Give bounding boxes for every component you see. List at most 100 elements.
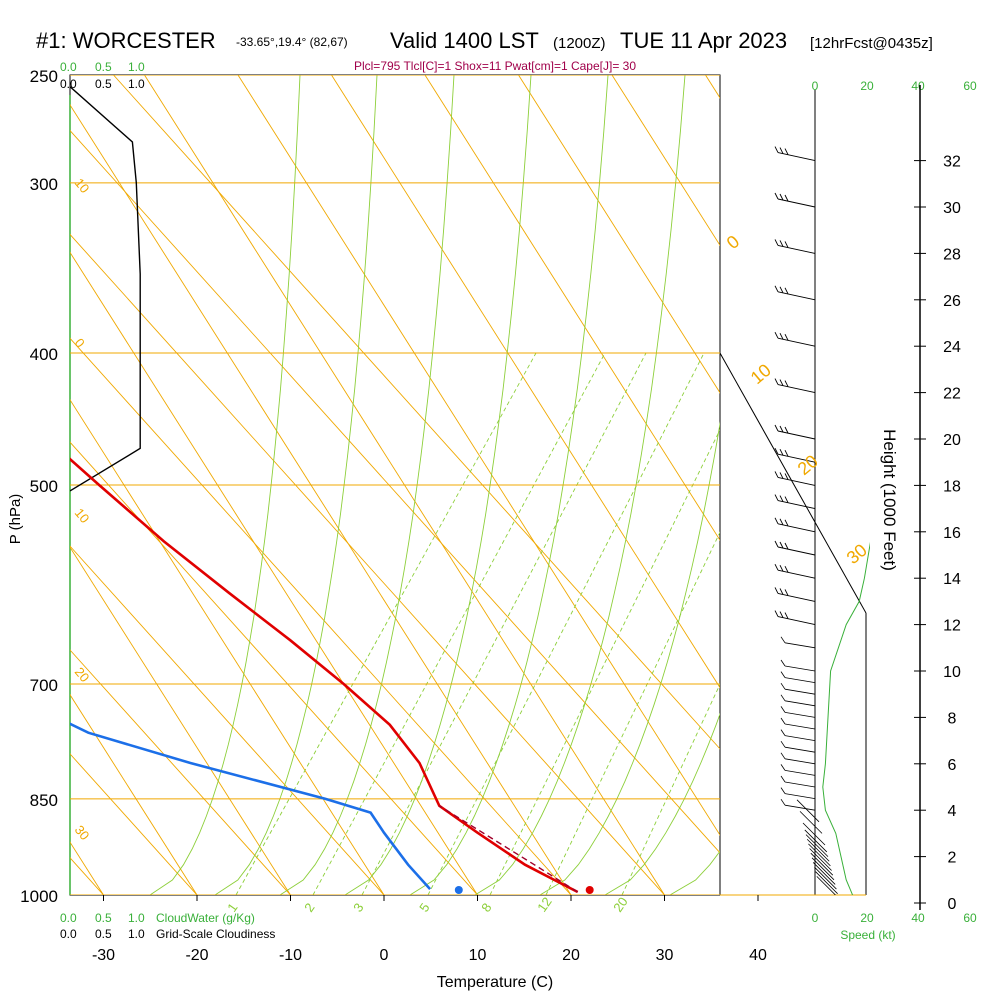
moist-adiabat <box>279 75 455 895</box>
cloudwater-label: CloudWater (g/Kg) <box>156 911 255 925</box>
mixing-ratio-label: 20 <box>610 894 631 914</box>
height-tick-label: 2 <box>948 850 957 867</box>
height-tick-label: 26 <box>943 293 961 310</box>
speed-top-2: 40 <box>911 79 925 93</box>
wind-barb <box>809 848 832 871</box>
wind-barb <box>774 285 816 301</box>
wind-barb <box>815 871 838 895</box>
wind-barb <box>780 764 816 776</box>
moist-adiabat <box>344 75 532 895</box>
sounding-params: Plcl=795 Tlcl[C]=1 Shox=11 Pwat[cm]=1 Ca… <box>354 59 636 73</box>
wind-barb <box>811 857 835 881</box>
wind-panel-diagonal <box>719 352 867 614</box>
height-tick-label: 28 <box>943 246 961 263</box>
height-tick-label: 8 <box>948 710 957 727</box>
wind-barb <box>774 587 816 602</box>
speed-bottom-0: 0 <box>812 911 819 925</box>
isotherm <box>70 753 198 895</box>
dry-adiabat <box>518 75 720 394</box>
mixing-ratio-line <box>621 683 720 895</box>
dry-adiabat <box>70 546 291 895</box>
dry-adiabat-label: 30 <box>72 822 93 843</box>
isotherm-label: 0 <box>723 231 744 253</box>
wind-barb <box>796 799 820 823</box>
wind-barb <box>780 671 816 683</box>
temperature-tick-label: 20 <box>562 947 580 964</box>
wind-barb <box>804 829 828 853</box>
surface-temperature-point <box>585 886 594 894</box>
moist-adiabat <box>149 75 301 895</box>
temperature-tick-label: -10 <box>279 947 302 964</box>
isotherm <box>70 545 385 895</box>
mixing-ratio-line <box>361 352 647 895</box>
dry-adiabat-label: 10 <box>72 505 93 526</box>
dry-adiabat-label: 10 <box>72 175 93 196</box>
dry-adiabat-label: 20 <box>72 664 93 685</box>
cloudiness-bottom-1: 0.5 <box>95 927 112 941</box>
height-tick-label: 30 <box>943 200 961 217</box>
cloudiness-profile <box>70 86 141 492</box>
moist-adiabat <box>409 75 609 895</box>
cloudiness-tick-2: 1.0 <box>128 77 145 91</box>
height-tick-label: 14 <box>943 571 961 588</box>
wind-barb <box>774 146 816 162</box>
mixing-ratio-label: 3 <box>350 900 366 915</box>
cloudiness-label: Grid-Scale Cloudiness <box>156 927 275 941</box>
temperature-tick-label: 40 <box>749 947 767 964</box>
valid-date: TUE 11 Apr 2023 <box>620 28 787 53</box>
wind-barb <box>780 717 816 730</box>
pressure-tick-label: 500 <box>30 477 58 496</box>
temperature-tick-label: -20 <box>185 947 208 964</box>
speed-top-3: 60 <box>963 79 977 93</box>
dry-adiabat <box>611 75 720 247</box>
x-axis-title: Temperature (C) <box>437 974 553 991</box>
moist-adiabat <box>604 712 720 895</box>
wind-barb <box>774 471 816 486</box>
wind-barb <box>780 694 816 707</box>
cloudwater-tick-1: 0.5 <box>95 60 112 74</box>
pressure-tick-label: 1000 <box>20 887 58 906</box>
wind-barb <box>780 752 816 765</box>
mixing-ratio-line <box>235 352 537 895</box>
isotherm-label: 20 <box>794 451 822 479</box>
height-tick-label: 18 <box>943 478 961 495</box>
cloudwater-bottom-2: 1.0 <box>128 911 145 925</box>
cloudiness-bottom-0: 0.0 <box>60 927 77 941</box>
height-tick-label: 0 <box>948 896 957 913</box>
speed-top-1: 20 <box>860 79 874 93</box>
wind-barb <box>802 822 826 846</box>
parcel-line <box>438 805 579 893</box>
pressure-tick-label: 700 <box>30 676 58 695</box>
cloudiness-tick-1: 0.5 <box>95 77 112 91</box>
wind-barb <box>780 706 816 718</box>
dry-adiabat <box>70 693 198 895</box>
wind-barb <box>780 682 816 695</box>
temperature-tick-label: 10 <box>469 947 487 964</box>
isotherm <box>0 75 10 895</box>
pressure-tick-label: 850 <box>30 791 58 810</box>
dry-adiabat-label: 0 <box>72 335 88 350</box>
wind-barb <box>774 424 816 440</box>
pressure-tick-label: 250 <box>30 67 58 86</box>
height-tick-label: 6 <box>948 757 957 774</box>
zulu-time: (1200Z) <box>553 35 606 52</box>
valid-time: Valid 1400 LST <box>390 28 539 53</box>
wind-barb <box>805 834 829 857</box>
mixing-ratio-line <box>312 352 606 895</box>
height-tick-label: 4 <box>948 803 957 820</box>
dewpoint-line <box>70 722 432 890</box>
wind-barb <box>780 729 816 741</box>
cloudiness-tick-0: 0.0 <box>60 77 77 91</box>
cloudwater-tick-2: 1.0 <box>128 60 145 74</box>
speed-bottom-2: 40 <box>911 911 925 925</box>
cloudwater-tick-0: 0.0 <box>60 60 77 74</box>
mixing-ratio-label: 12 <box>534 894 555 914</box>
wind-barb <box>774 540 816 556</box>
temperature-tick-label: -30 <box>92 947 115 964</box>
isotherm-label: 10 <box>747 360 775 388</box>
pressure-tick-label: 300 <box>30 175 58 194</box>
wind-barb <box>780 740 816 753</box>
temperature-tick-label: 0 <box>380 947 389 964</box>
height-axis-title: Height (1000 Feet) <box>880 429 899 571</box>
